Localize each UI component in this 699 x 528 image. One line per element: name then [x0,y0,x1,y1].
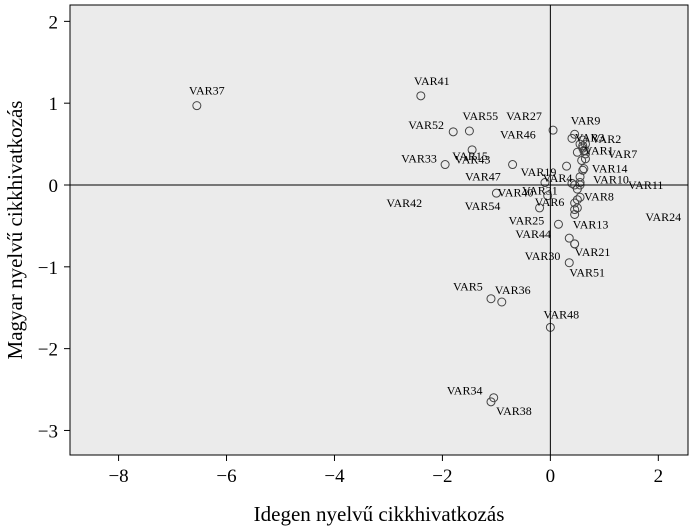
data-point-label: VAR13 [573,217,609,231]
data-point-label: VAR19 [521,165,557,179]
x-tick-label: −4 [324,466,345,487]
data-point-label: VAR31 [522,183,558,197]
data-point-label: VAR37 [189,84,225,98]
data-point-label: VAR41 [414,74,450,88]
plot-area [69,4,689,456]
data-point-label: VAR2 [591,132,621,146]
data-point-label: VAR25 [508,213,544,227]
data-point-label: VAR4 [543,171,573,185]
x-tick-label: −2 [432,466,452,487]
data-point-label: VAR42 [386,196,422,210]
ticks-layer: −8 −6 −4 −2 0 2 −3 −2 −1 0 1 2 [38,5,688,487]
data-point [570,239,580,249]
data-point [535,203,545,213]
data-point-label: VAR38 [496,404,532,418]
data-point-label: VAR15 [452,149,488,163]
data-point [548,125,558,135]
data-point-label: VAR43 [455,153,491,167]
data-point [543,191,553,201]
data-point-label: VAR48 [543,307,579,321]
x-axis-title: Idegen nyelvű cikkhivatkozás [254,502,505,526]
data-point [564,258,574,268]
data-point [570,198,580,208]
data-point [578,165,588,175]
data-point-label: VAR36 [495,283,531,297]
y-tick-label: 2 [49,12,59,33]
data-point [497,297,507,307]
data-point [575,192,585,202]
data-point [486,397,496,407]
data-point-label: VAR10 [593,173,629,187]
data-point [580,139,590,149]
data-point-label: VAR30 [525,249,561,263]
y-tick-label: −1 [38,258,58,279]
data-point-label: VAR27 [506,109,542,123]
data-point [540,178,550,188]
data-point [562,161,572,171]
data-point [464,126,474,136]
data-point-label: VAR44 [515,227,551,241]
data-point-label: VAR1 [584,144,614,158]
x-tick-label: 2 [654,466,664,487]
data-point-label: VAR51 [569,266,605,280]
data-point [570,129,580,139]
data-point [491,188,501,198]
data-point [570,205,580,215]
data-point [440,160,450,170]
data-point-label: VAR34 [447,384,483,398]
data-point-label: VAR54 [465,199,501,213]
data-point [572,203,582,213]
data-point-label: VAR47 [465,170,501,184]
x-tick-label: 0 [546,466,556,487]
data-point [448,127,458,137]
y-tick-label: −3 [38,421,58,442]
data-point [580,149,590,159]
data-point-label: VAR14 [592,161,628,175]
data-point-label: VAR21 [575,245,611,259]
data-point-label: VAR52 [408,118,444,132]
y-tick-label: −2 [38,340,58,361]
data-point [416,91,426,101]
data-point [192,101,202,111]
data-point-label: VAR9 [571,113,601,127]
data-point [467,145,477,155]
data-point [575,178,585,188]
data-point-label: VAR55 [462,109,498,123]
data-point [486,294,496,304]
data-point-label: VAR33 [401,152,437,166]
data-point-label: VAR46 [500,127,536,141]
data-point [570,209,580,219]
data-point [579,164,589,174]
data-point [578,141,588,151]
data-point-label: VAR8 [584,189,614,203]
data-point-label: VAR5 [453,280,483,294]
data-point [564,233,574,243]
x-tick-label: −6 [216,466,236,487]
y-axis-title: Magyar nyelvű cikkhivatkozás [3,101,27,360]
data-point [508,160,518,170]
y-tick-label: 0 [49,176,59,197]
data-point-label: VAR40 [498,186,534,200]
y-tick-label: 1 [49,94,59,115]
data-point-label: VAR7 [607,147,637,161]
data-point [553,219,563,229]
data-point-label: VAR6 [535,195,565,209]
x-tick-label: −8 [108,466,128,487]
data-point-label: VAR24 [645,210,681,224]
